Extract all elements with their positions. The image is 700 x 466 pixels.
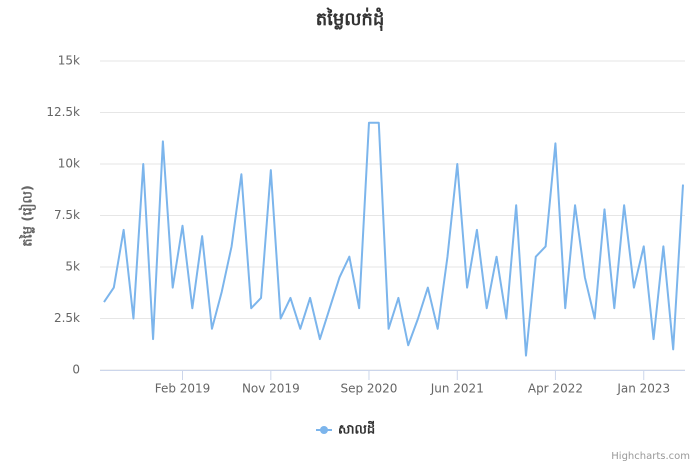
y-tick-label: 0 bbox=[72, 363, 80, 377]
y-tick-label: 2.5k bbox=[54, 311, 80, 325]
y-tick-label: 15k bbox=[58, 54, 80, 68]
x-tick-label: Feb 2019 bbox=[155, 382, 211, 396]
credits[interactable]: Highcharts.com bbox=[611, 451, 690, 462]
chart-title: តម្លៃលក់ដុំ bbox=[316, 7, 385, 32]
legend-symbol[interactable] bbox=[320, 426, 328, 434]
x-tick-label: Jan 2023 bbox=[616, 382, 670, 396]
legend-label[interactable]: សាលដី bbox=[338, 421, 375, 438]
y-axis-title: តម្លៃ (រៀល) bbox=[19, 185, 37, 247]
x-tick-label: Apr 2022 bbox=[528, 382, 583, 396]
data-line bbox=[103, 121, 684, 357]
x-tick-label: Nov 2019 bbox=[242, 382, 300, 396]
x-tick-label: Sep 2020 bbox=[340, 382, 397, 396]
y-tick-label: 5k bbox=[65, 260, 80, 274]
y-tick-label: 10k bbox=[58, 157, 80, 171]
x-tick-label: Jun 2021 bbox=[430, 382, 484, 396]
y-tick-label: 7.5k bbox=[54, 208, 80, 222]
y-tick-label: 12.5k bbox=[46, 105, 80, 119]
